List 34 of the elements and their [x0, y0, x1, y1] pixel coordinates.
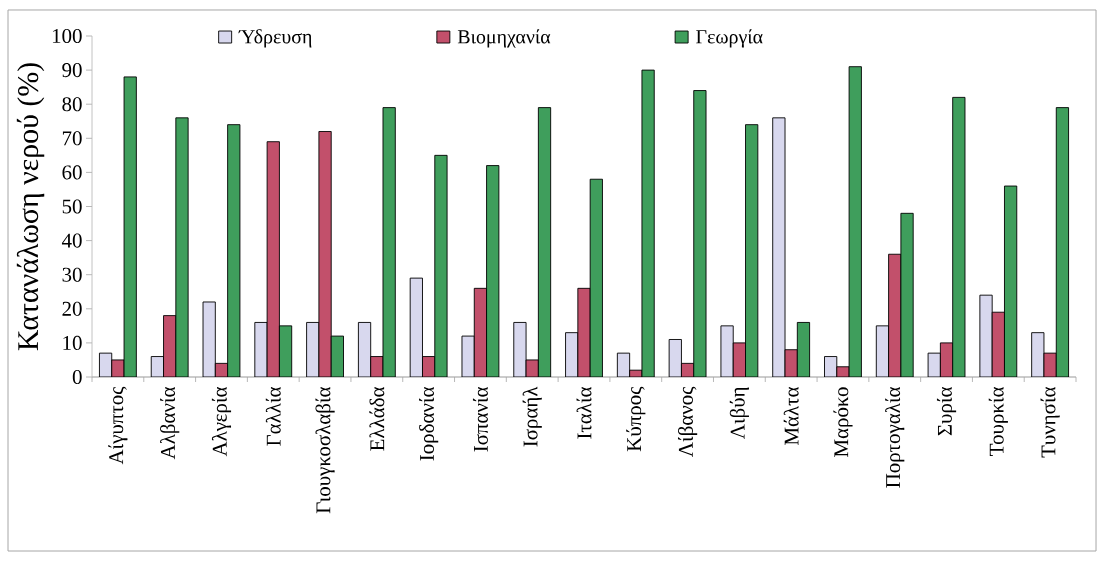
x-tick-label: Συρία	[936, 387, 957, 436]
x-tick-label: Γαλλία	[265, 386, 281, 446]
y-tick-label: 10	[63, 335, 82, 350]
y-tick-label: 0	[72, 369, 82, 385]
legend-label: Βιομηχανία	[457, 29, 551, 48]
y-tick-label: 70	[62, 131, 82, 146]
x-tick-label: Αλγερία	[211, 386, 232, 457]
x-tick-label: Αλβανία	[160, 387, 180, 460]
y-tick-label: 100	[52, 28, 82, 44]
y-tick-label: 50	[62, 199, 82, 214]
x-tick-label: Μάλτα	[783, 386, 799, 445]
y-tick-label: 20	[62, 301, 82, 316]
x-tick-label: Τυνησία	[1040, 387, 1060, 458]
x-tick-label: Λιβύη	[729, 387, 749, 440]
y-tick-label: 30	[62, 267, 82, 282]
x-tick-label: Μαρόκο	[833, 387, 853, 457]
x-tick-label: Γιουγκοσλαβία	[315, 386, 335, 514]
x-tick-label: Ιταλία	[576, 386, 592, 439]
y-tick-label: 80	[62, 97, 82, 112]
x-tick-label: Ελλάδα	[369, 386, 385, 451]
y-tick-label: 40	[61, 233, 82, 248]
x-tick-label: Πορτογαλία	[885, 386, 905, 488]
legend-label: Γεωργία	[696, 29, 763, 48]
x-tick-label: Κύπρος	[626, 386, 646, 452]
y-tick-label: 90	[62, 63, 82, 78]
x-tick-label: Αίγυπτος	[108, 386, 128, 465]
legend-label: Ύδρευση	[238, 29, 312, 48]
y-axis-title: Κατανάλωση νερού (%)	[16, 63, 45, 351]
x-tick-label: Ισπανία	[472, 387, 488, 452]
x-tick-label: Ισραήλ	[522, 386, 542, 447]
x-tick-label: Ιορδανία	[419, 387, 439, 461]
y-tick-label: 60	[62, 165, 82, 180]
x-tick-label: Λίβανος	[677, 386, 698, 457]
x-tick-label: Τουρκία	[988, 386, 1008, 456]
